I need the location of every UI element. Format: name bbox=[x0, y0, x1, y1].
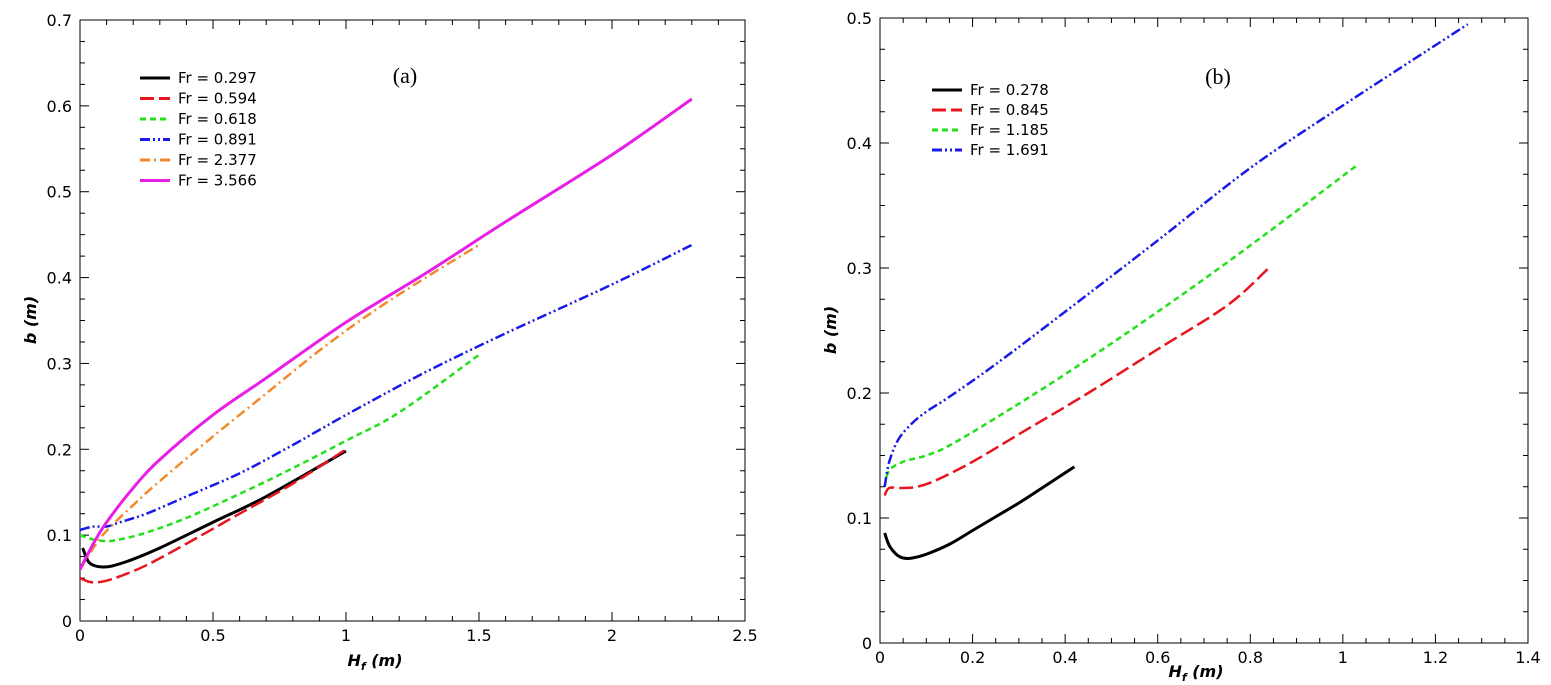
y-axis-label: b (m) bbox=[21, 296, 40, 344]
y-tick-label: 0.4 bbox=[47, 269, 72, 288]
series-line-3 bbox=[883, 164, 1358, 488]
y-tick-label: 0.5 bbox=[47, 183, 72, 202]
x-axis-label: Hf (m) bbox=[1168, 662, 1223, 684]
chart-panel-a: 0 0.5 1 1.5 2 2.5 0 0.1 0.2 0.3 0.4 0.5 0.6 0.7 Hf (m)… bbox=[21, 11, 758, 673]
legend: Fr = 0.278 Fr = 0.845 Fr = 1.185 Fr = 1.691 bbox=[932, 81, 1049, 159]
legend-label: Fr = 3.566 bbox=[178, 172, 257, 190]
x-tick-label: 1 bbox=[1338, 648, 1348, 667]
x-tick-label: 0.6 bbox=[1145, 648, 1170, 667]
panel-tag: (b) bbox=[1205, 64, 1231, 89]
x-tick-label: 1.2 bbox=[1423, 648, 1448, 667]
x-tick-label: 1.5 bbox=[466, 626, 491, 645]
y-axis-label: b (m) bbox=[821, 306, 840, 354]
series-line-3 bbox=[80, 353, 480, 543]
legend-label: Fr = 1.691 bbox=[970, 141, 1049, 159]
legend: Fr = 0.297 Fr = 0.594 Fr = 0.618 Fr = 0.891… bbox=[140, 69, 257, 190]
x-tick-label: 2 bbox=[607, 626, 617, 645]
legend-label: Fr = 2.377 bbox=[178, 151, 257, 169]
series-line-1 bbox=[81, 449, 347, 569]
series-line-4 bbox=[883, 23, 1469, 487]
series-group bbox=[883, 23, 1469, 560]
x-tick-label: 0.4 bbox=[1052, 648, 1077, 667]
x-tick-label: 0.8 bbox=[1238, 648, 1263, 667]
legend-label: Fr = 1.185 bbox=[970, 121, 1049, 139]
x-tick-label: 0.5 bbox=[200, 626, 225, 645]
y-tick-label: 0.3 bbox=[47, 354, 72, 373]
x-tick-label: 0 bbox=[75, 626, 85, 645]
series-line-2 bbox=[80, 448, 347, 584]
series-group bbox=[80, 97, 693, 584]
y-tick-label: 0.1 bbox=[847, 509, 872, 528]
legend-label: Fr = 0.618 bbox=[178, 110, 257, 128]
x-tick-label: 1 bbox=[341, 626, 351, 645]
legend-label: Fr = 0.845 bbox=[970, 101, 1049, 119]
y-tick-label: 0.6 bbox=[47, 97, 72, 116]
y-tick-label: 0.7 bbox=[47, 11, 72, 30]
legend-label: Fr = 0.891 bbox=[178, 131, 257, 149]
y-tick-label: 0.1 bbox=[47, 526, 72, 545]
chart-panel-b: 0 0.2 0.4 0.6 0.8 1 1.2 1.4 0 0.1 0.2 0.3 0.4 0.5 Hf (… bbox=[821, 9, 1541, 684]
y-tick-label: 0.2 bbox=[47, 440, 72, 459]
y-tick-label: 0 bbox=[862, 634, 872, 653]
x-tick-label: 2.5 bbox=[732, 626, 757, 645]
series-line-1 bbox=[883, 465, 1076, 560]
legend-label: Fr = 0.278 bbox=[970, 81, 1049, 99]
y-tick-label: 0 bbox=[62, 612, 72, 631]
series-line-5 bbox=[80, 243, 480, 571]
legend-label: Fr = 0.297 bbox=[178, 69, 257, 87]
x-tick-label: 0 bbox=[875, 648, 885, 667]
y-tick-label: 0.3 bbox=[847, 259, 872, 278]
legend-label: Fr = 0.594 bbox=[178, 90, 257, 108]
x-tick-label: 0.2 bbox=[960, 648, 985, 667]
series-line-6 bbox=[80, 97, 693, 571]
x-axis-label: Hf (m) bbox=[347, 651, 402, 673]
series-line-2 bbox=[883, 267, 1270, 497]
panel-tag: (a) bbox=[393, 63, 417, 88]
y-tick-label: 0.2 bbox=[847, 384, 872, 403]
series-line-4 bbox=[80, 243, 693, 532]
y-tick-label: 0.4 bbox=[847, 134, 872, 153]
x-tick-label: 1.4 bbox=[1515, 648, 1540, 667]
y-tick-label: 0.5 bbox=[847, 9, 872, 28]
